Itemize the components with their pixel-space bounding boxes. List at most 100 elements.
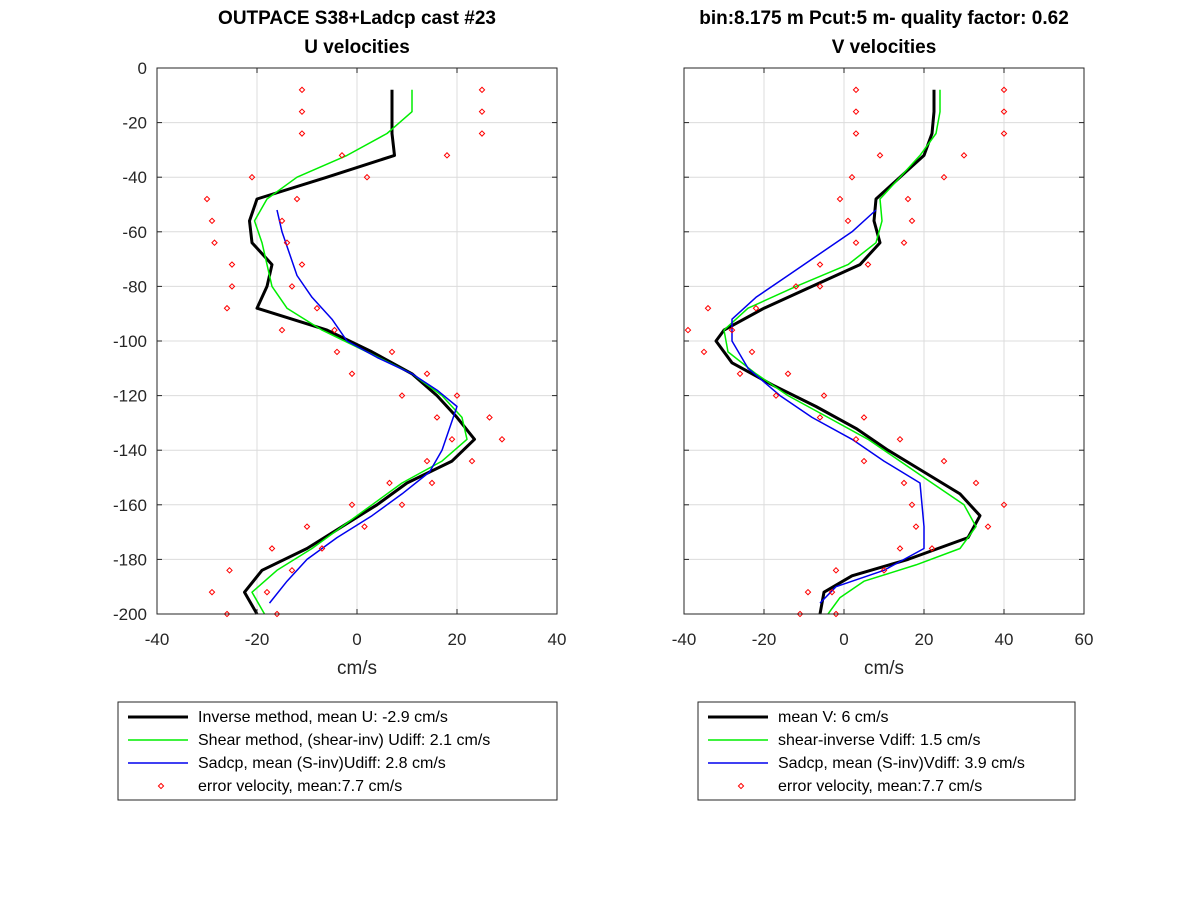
v-error-velocity-marker — [752, 304, 760, 312]
v-error-velocity-marker — [828, 588, 836, 596]
u-y-tick-label: 0 — [138, 59, 147, 78]
v-x-axis-label: cm/s — [864, 658, 904, 679]
u-x-tick-label: 40 — [548, 630, 567, 649]
v-error-velocity-marker — [796, 610, 804, 618]
v-x-tick-label: -20 — [752, 630, 777, 649]
v-error-velocity-marker — [748, 348, 756, 356]
u-error-velocity-marker — [361, 523, 368, 530]
v-error-velocity-marker — [852, 239, 860, 247]
u-legend: Inverse method, mean U: -2.9 cm/s Shear m… — [117, 701, 558, 801]
u-velocity-panel: OUTPACE S38+Ladcp cast #23 U velocities … — [113, 8, 566, 679]
legend-label: error velocity, mean:7.7 cm/s — [198, 778, 402, 795]
u-y-tick-label: -160 — [113, 496, 147, 515]
u-error-velocity-marker — [208, 588, 216, 596]
v-tick-labels: -40 -20 0 20 40 60 — [672, 67, 1094, 649]
v-error-velocity-marker — [896, 545, 904, 552]
u-error-velocity-marker — [263, 588, 271, 596]
u-error-velocity-marker — [333, 348, 341, 356]
legend-marker-error — [157, 782, 165, 790]
legend-label: mean V: 6 cm/s — [778, 709, 889, 726]
legend-marker-error — [737, 782, 745, 790]
u-error-velocity-marker — [208, 217, 216, 225]
u-error-velocity-marker — [348, 501, 356, 509]
u-chart-title: OUTPACE S38+Ladcp cast #23 — [218, 8, 496, 29]
u-error-velocity-marker — [278, 217, 286, 225]
v-error-velocity-marker — [984, 523, 992, 530]
u-error-velocity-marker — [478, 130, 486, 137]
u-sadcp-line — [268, 209, 458, 604]
v-error-velocity-marker — [912, 523, 920, 530]
u-error-velocity-marker — [288, 283, 296, 290]
v-shear-line — [723, 89, 977, 615]
u-error-velocity-marker — [486, 414, 493, 421]
v-error-velocity-marker — [908, 501, 916, 509]
u-error-velocity-marker — [223, 610, 231, 618]
v-chart-title: bin:8.175 m Pcut:5 m- quality factor: 0.… — [699, 8, 1069, 29]
v-x-tick-label: 0 — [839, 630, 848, 649]
v-error-velocity-marker — [772, 392, 780, 399]
u-error-velocity-marker — [423, 457, 431, 465]
u-y-tick-label: -20 — [122, 114, 147, 133]
u-error-velocity-marker — [433, 414, 441, 421]
v-error-velocity-marker — [960, 152, 968, 159]
u-y-tick-label: -100 — [113, 332, 147, 351]
u-x-tick-label: -20 — [245, 630, 270, 649]
v-error-velocity-marker — [816, 283, 824, 290]
legend-label: error velocity, mean:7.7 cm/s — [778, 778, 982, 795]
u-error-velocity-marker — [298, 108, 306, 115]
u-error-velocity-marker — [293, 195, 301, 203]
u-error-velocity-marker — [363, 173, 371, 181]
u-error-velocity-marker — [338, 152, 346, 159]
u-error-velocity-marker — [398, 501, 406, 509]
v-error-velocity-marker — [1000, 108, 1008, 115]
u-error-velocity-marker — [443, 152, 451, 159]
v-error-velocity-marker — [816, 261, 824, 268]
v-error-velocity-marker — [860, 414, 868, 421]
u-error-velocity-marker — [228, 283, 236, 290]
v-error-velocity-marker — [816, 414, 824, 421]
u-error-velocity-marker — [386, 479, 393, 487]
u-error-velocity-marker — [211, 239, 218, 247]
v-x-tick-label: 20 — [915, 630, 934, 649]
u-error-velocity-marker — [348, 370, 356, 378]
u-error-velocity-marker — [203, 195, 211, 203]
u-error-velocity-marker — [318, 545, 326, 552]
u-error-velocity-marker — [298, 86, 306, 94]
v-error-velocity-marker — [784, 370, 792, 378]
u-error-velocity-marker — [313, 304, 321, 312]
u-tick-labels: -40 -20 0 20 400-20-40-60-80-100-120-140-160… — [113, 59, 566, 649]
u-error-velocity-marker — [498, 435, 506, 443]
v-error-velocity-marker — [908, 217, 916, 225]
v-plot-area — [684, 86, 1008, 618]
v-error-velocity-marker — [844, 217, 852, 225]
u-error-velocity-marker — [298, 130, 306, 137]
v-error-velocity-marker — [876, 152, 884, 159]
v-error-velocity-marker — [940, 173, 948, 181]
v-x-tick-label: 60 — [1075, 630, 1094, 649]
u-error-velocity-marker — [248, 173, 256, 181]
legend-label: shear-inverse Vdiff: 1.5 cm/s — [778, 732, 980, 749]
u-y-tick-label: -40 — [122, 168, 147, 187]
v-error-velocity-marker — [820, 392, 828, 399]
v-error-velocity-marker — [852, 86, 860, 94]
v-chart-subtitle: V velocities — [832, 37, 937, 58]
v-error-velocity-marker — [896, 435, 904, 443]
v-error-velocity-marker — [832, 567, 840, 574]
u-error-velocity-marker — [423, 370, 431, 378]
v-error-velocity-marker — [852, 130, 860, 137]
v-legend: mean V: 6 cm/s shear-inverse Vdiff: 1.5 c… — [697, 701, 1076, 801]
u-error-velocity-marker — [226, 567, 233, 574]
v-error-velocity-marker — [900, 479, 908, 487]
legend-label: Sadcp, mean (S-inv)Udiff: 2.8 cm/s — [198, 755, 446, 772]
u-y-tick-label: -140 — [113, 441, 147, 460]
v-error-velocity-marker — [704, 304, 712, 312]
u-y-tick-label: -200 — [113, 605, 147, 624]
u-y-tick-label: -80 — [122, 277, 147, 296]
u-error-velocity-marker — [298, 261, 306, 268]
u-x-tick-label: -40 — [145, 630, 170, 649]
u-error-velocity-marker — [478, 108, 486, 115]
v-error-velocity-marker — [728, 326, 736, 334]
v-error-velocity-marker — [736, 370, 744, 378]
u-error-velocity-marker — [288, 567, 296, 574]
v-error-velocity-marker — [684, 326, 692, 334]
